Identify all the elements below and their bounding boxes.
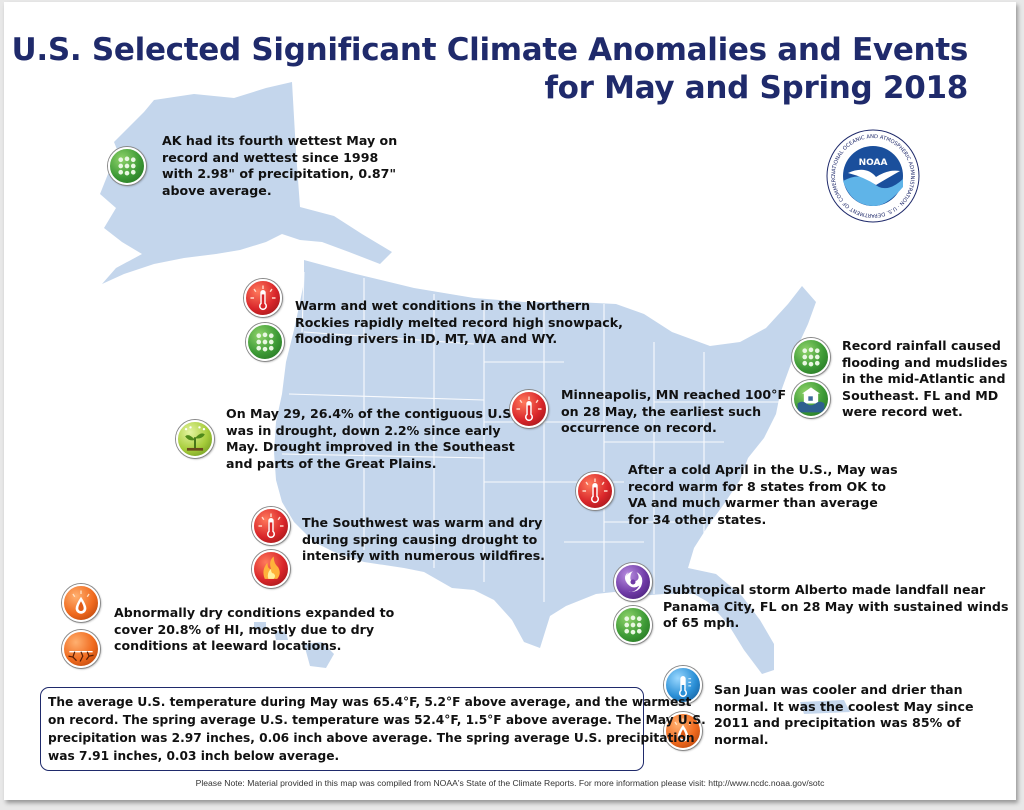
annotation-northern-rockies: Warm and wet conditions in the Northern R… xyxy=(295,298,623,346)
annotation-southwest: The Southwest was warm and dry during spr… xyxy=(302,515,545,563)
cool-thermometer-icon xyxy=(664,666,702,704)
puerto-rico-shape xyxy=(800,700,850,714)
warm-thermometer-icon xyxy=(244,279,282,317)
us-map xyxy=(100,82,850,714)
climate-map-page: U.S. Selected Significant Climate Anomal… xyxy=(4,2,1016,800)
footer-note: Please Note: Material provided in this m… xyxy=(195,778,825,788)
warm-thermometer-icon xyxy=(252,507,290,545)
annotation-alaska: AK had its fourth wettest May on record a… xyxy=(162,133,398,198)
drought-improvement-icon xyxy=(176,420,214,458)
dry-droplet-icon xyxy=(664,712,702,750)
summary-line: on record. The spring average U.S. tempe… xyxy=(48,713,706,727)
map-title: U.S. Selected Significant Climate Anomal… xyxy=(11,32,969,68)
annotation-alberto: Subtropical storm Alberto made landfall … xyxy=(663,582,1009,630)
flooding-icon xyxy=(792,380,830,418)
contiguous-us-shape xyxy=(274,260,816,674)
warm-thermometer-icon xyxy=(510,390,548,428)
rain-icon xyxy=(614,606,652,644)
noaa-logo-text: NOAA xyxy=(859,158,888,168)
warm-thermometer-icon xyxy=(576,472,614,510)
national-summary-box: The average U.S. temperature during May … xyxy=(40,687,706,771)
noaa-logo: NATIONAL OCEANIC AND ATMOSPHERIC ADMINIS… xyxy=(826,129,920,223)
tropical-storm-icon xyxy=(614,563,652,601)
alaska-shape xyxy=(100,82,392,284)
annotation-san-juan: San Juan was cooler and drier than normal… xyxy=(714,682,974,747)
rain-icon xyxy=(108,147,146,185)
cracked-ground-icon xyxy=(62,630,100,668)
annotation-drought: On May 29, 26.4% of the contiguous U.S. w… xyxy=(226,406,517,471)
rain-icon xyxy=(246,323,284,361)
rain-icon xyxy=(792,338,830,376)
annotation-minneapolis: Minneapolis, MN reached 100°F on 28 May, … xyxy=(561,387,787,435)
wildfire-icon xyxy=(252,550,290,588)
annotation-hawaii: Abnormally dry conditions expanded to cov… xyxy=(114,605,395,653)
hawaii-shape xyxy=(304,642,334,668)
summary-line: precipitation was 2.97 inches, 0.06 inch… xyxy=(48,731,695,745)
dry-droplet-icon xyxy=(62,584,100,622)
summary-line: was 7.91 inches, 0.03 inch below average… xyxy=(48,749,340,763)
annotation-mid-atlantic: Record rainfall caused flooding and mudsl… xyxy=(842,338,1008,419)
state-borders xyxy=(281,271,784,602)
map-subtitle: for May and Spring 2018 xyxy=(544,70,968,106)
summary-line: The average U.S. temperature during May … xyxy=(48,695,692,709)
annotation-record-warm: After a cold April in the U.S., May was r… xyxy=(628,462,898,527)
